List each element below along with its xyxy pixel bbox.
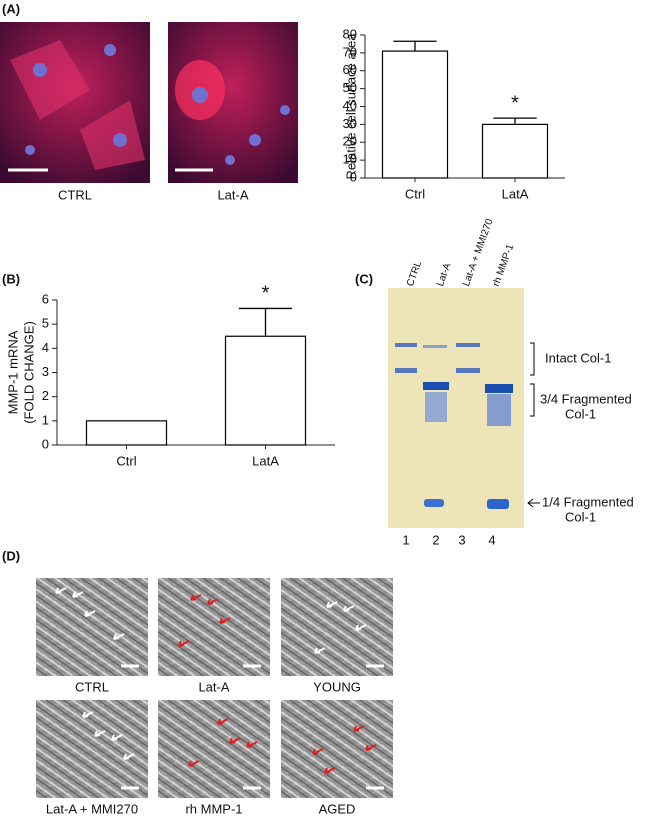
- arrow: [343, 605, 355, 612]
- band-label: 1/4 Fragmented: [542, 494, 634, 509]
- arrow: [94, 730, 106, 737]
- x-tick-label: LatA: [252, 453, 279, 468]
- lane-label: rh MMP-1: [491, 243, 516, 288]
- bar: [381, 50, 449, 179]
- arrow: [188, 760, 200, 767]
- micrograph: [0, 22, 150, 183]
- y-tick-label: 2: [42, 388, 49, 403]
- y-tick-label: 1: [42, 412, 49, 427]
- sem-image: [158, 578, 270, 676]
- y-tick-label: 50: [343, 80, 357, 95]
- lane-number: 4: [488, 532, 495, 547]
- arrow: [326, 601, 338, 608]
- band-label: Col-1: [565, 509, 596, 524]
- arrow: [353, 725, 365, 732]
- arrow: [527, 498, 540, 508]
- y-tick-label: 20: [343, 134, 357, 149]
- y-tick-label: 40: [343, 98, 357, 113]
- arrow: [229, 737, 241, 744]
- arrow: [217, 718, 229, 725]
- error-bar: [393, 40, 437, 52]
- arrow: [113, 633, 125, 640]
- arrow: [365, 744, 377, 751]
- y-tick-label: 4: [42, 340, 49, 355]
- arrow: [207, 598, 219, 605]
- y-tick-label: 3: [42, 364, 49, 379]
- bar: [481, 123, 549, 179]
- arrow: [312, 748, 324, 755]
- arrow: [123, 753, 135, 760]
- lane-number: 3: [458, 532, 465, 547]
- y-tick-label: 80: [343, 26, 357, 41]
- arrow: [314, 647, 326, 654]
- lane-label: Lat-A: [435, 261, 454, 288]
- y-axis-label: (FOLD CHANGE): [21, 321, 36, 424]
- y-tick-label: 30: [343, 116, 357, 131]
- y-axis-label: Relative cell surface area: [343, 33, 358, 180]
- image-caption: CTRL: [58, 187, 92, 202]
- y-axis-label: MMP-1 mRNA: [5, 330, 20, 414]
- panel-label: (B): [2, 271, 20, 286]
- arrow: [324, 767, 336, 774]
- arrow: [219, 617, 231, 624]
- y-tick-label: 0: [350, 169, 357, 184]
- x-tick-label: LatA: [502, 186, 529, 201]
- bar: [85, 420, 168, 446]
- panel-label: (D): [2, 548, 20, 563]
- y-tick-label: 6: [42, 291, 49, 306]
- error-bar: [493, 117, 537, 125]
- panel-label: (A): [2, 1, 20, 16]
- lane-label: Lat-A + MMI270: [461, 217, 496, 288]
- sem-image: [36, 578, 148, 676]
- y-tick-label: 60: [343, 62, 357, 77]
- image-caption: YOUNG: [313, 679, 361, 694]
- y-tick-label: 5: [42, 316, 49, 331]
- gel: [388, 288, 524, 528]
- error-bar: [238, 307, 293, 337]
- y-tick-label: 0: [42, 436, 49, 451]
- sem-image: [158, 700, 270, 798]
- sem-image: [281, 578, 393, 676]
- sem-image: [281, 700, 393, 798]
- bracket: [530, 342, 535, 417]
- lane-number: 1: [402, 532, 409, 547]
- image-caption: Lat-A: [217, 187, 248, 202]
- x-tick-label: Ctrl: [405, 186, 425, 201]
- arrow: [355, 624, 367, 631]
- x-tick-label: Ctrl: [116, 453, 136, 468]
- panel-label: (C): [355, 271, 373, 286]
- arrow: [84, 610, 96, 617]
- band-label: Col-1: [565, 406, 596, 421]
- arrow: [111, 734, 123, 741]
- y-tick-label: 10: [343, 152, 357, 167]
- arrow: [82, 711, 94, 718]
- arrow: [55, 587, 67, 594]
- significance-marker: *: [511, 92, 519, 114]
- lane-label: CTRL: [405, 259, 424, 288]
- y-tick-label: 70: [343, 44, 357, 59]
- sem-image: [36, 700, 148, 798]
- arrow: [246, 741, 258, 748]
- image-caption: Lat-A: [198, 679, 229, 694]
- lane-number: 2: [432, 532, 439, 547]
- micrograph: [168, 22, 298, 183]
- image-caption: AGED: [319, 801, 356, 816]
- band-label: Intact Col-1: [545, 350, 611, 365]
- bar: [224, 335, 307, 446]
- arrow: [72, 591, 84, 598]
- arrow: [178, 640, 190, 647]
- band-label: 3/4 Fragmented: [540, 391, 632, 406]
- significance-marker: *: [262, 283, 270, 305]
- image-caption: CTRL: [75, 679, 109, 694]
- image-caption: Lat-A + MMI270: [46, 801, 138, 816]
- arrow: [190, 594, 202, 601]
- image-caption: rh MMP-1: [185, 801, 242, 816]
